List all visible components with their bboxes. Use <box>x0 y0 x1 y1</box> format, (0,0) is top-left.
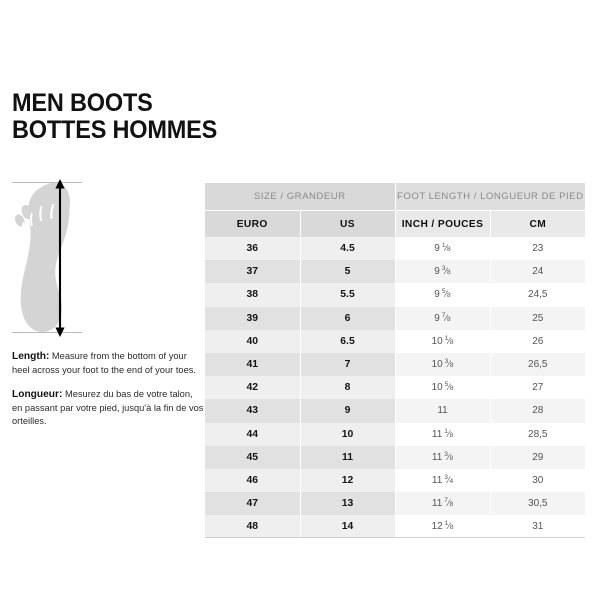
cell-cm: 23 <box>490 237 586 261</box>
cell-euro: 37 <box>205 260 301 284</box>
table-row: 38 5.5 9 5⁄8 24,5 <box>205 283 586 307</box>
cell-euro: 38 <box>205 283 301 307</box>
cell-euro: 40 <box>205 329 301 353</box>
measuring-instructions: Length: Measure from the bottom of your … <box>12 350 204 429</box>
cell-euro: 44 <box>205 422 301 446</box>
cell-cm: 31 <box>490 515 586 539</box>
cell-cm: 29 <box>490 445 586 469</box>
table-row: 36 4.5 9 1⁄8 23 <box>205 237 586 261</box>
cell-euro: 45 <box>205 445 301 469</box>
cell-cm: 28,5 <box>490 422 586 446</box>
cell-inch: 10 5⁄8 <box>395 376 491 400</box>
column-header-inch: INCH / POUCES <box>395 210 491 237</box>
column-header-euro: EURO <box>205 210 301 237</box>
cell-us: 14 <box>300 515 396 539</box>
cell-euro: 48 <box>205 515 301 539</box>
cell-cm: 26,5 <box>490 352 586 377</box>
cell-cm: 27 <box>490 376 586 400</box>
cell-us: 13 <box>300 492 396 516</box>
cell-us: 6 <box>300 306 396 330</box>
cell-cm: 24,5 <box>490 283 586 307</box>
cell-cm: 26 <box>490 329 586 353</box>
foot-length-diagram <box>0 172 200 342</box>
cell-us: 8 <box>300 376 396 400</box>
cell-inch: 11 7⁄8 <box>395 492 491 516</box>
cell-euro: 36 <box>205 237 301 261</box>
cell-inch: 11 <box>395 399 491 423</box>
page-title: MEN BOOTS BOTTES HOMMES <box>12 90 432 144</box>
cell-euro: 39 <box>205 306 301 330</box>
cell-euro: 47 <box>205 492 301 516</box>
foot-silhouette-icon <box>14 182 71 333</box>
table-row: 46 12 11 3⁄4 30 <box>205 468 586 493</box>
guide-line-top <box>12 182 82 183</box>
table-row: 39 6 9 7⁄8 25 <box>205 306 586 330</box>
cell-us: 7 <box>300 352 396 377</box>
table-row: 44 10 11 1⁄8 28,5 <box>205 422 586 446</box>
table-row: 45 11 11 3⁄8 29 <box>205 445 586 469</box>
cell-inch: 12 1⁄8 <box>395 515 491 539</box>
cell-inch: 11 3⁄4 <box>395 468 491 493</box>
cell-inch: 9 7⁄8 <box>395 306 491 330</box>
title-line-en: MEN BOOTS <box>12 89 153 117</box>
group-header-row: SIZE / GRANDEUR FOOT LENGTH / LONGUEUR D… <box>205 183 586 211</box>
cell-cm: 30 <box>490 468 586 493</box>
cell-inch: 10 3⁄8 <box>395 352 491 377</box>
cell-us: 4.5 <box>300 237 396 261</box>
size-chart-table: SIZE / GRANDEUR FOOT LENGTH / LONGUEUR D… <box>205 183 586 539</box>
instruction-en-label: Length: <box>12 351 50 362</box>
column-header-cm: CM <box>490 210 586 237</box>
cell-euro: 41 <box>205 352 301 377</box>
table-row: 37 5 9 3⁄8 24 <box>205 260 586 284</box>
cell-us: 5.5 <box>300 283 396 307</box>
cell-inch: 9 5⁄8 <box>395 283 491 307</box>
instruction-en: Length: Measure from the bottom of your … <box>12 350 204 377</box>
cell-euro: 46 <box>205 468 301 493</box>
table-row: 42 8 10 5⁄8 27 <box>205 376 586 400</box>
instruction-fr-text: Mesurez du bas de votre talon, en passan… <box>12 389 204 426</box>
cell-cm: 25 <box>490 306 586 330</box>
cell-us: 5 <box>300 260 396 284</box>
cell-inch: 11 1⁄8 <box>395 422 491 446</box>
table-row: 48 14 12 1⁄8 31 <box>205 515 586 539</box>
cell-euro: 42 <box>205 376 301 400</box>
cell-inch: 10 1⁄8 <box>395 329 491 353</box>
title-line-fr: BOTTES HOMMES <box>12 116 218 144</box>
cell-inch: 11 3⁄8 <box>395 445 491 469</box>
instruction-fr: Longueur: Mesurez du bas de votre talon,… <box>12 388 204 429</box>
cell-us: 12 <box>300 468 396 493</box>
cell-inch: 9 3⁄8 <box>395 260 491 284</box>
instruction-fr-label: Longueur: <box>12 389 63 400</box>
cell-euro: 43 <box>205 399 301 423</box>
table-row: 40 6.5 10 1⁄8 26 <box>205 329 586 353</box>
table-row: 41 7 10 3⁄8 26,5 <box>205 352 586 377</box>
table-row: 47 13 11 7⁄8 30,5 <box>205 492 586 516</box>
table-bottom-rule <box>205 537 585 538</box>
cell-us: 10 <box>300 422 396 446</box>
column-header-us: US <box>300 210 396 237</box>
measurement-arrow-icon <box>55 179 65 337</box>
group-header-foot-length: FOOT LENGTH / LONGUEUR DE PIED <box>395 183 586 211</box>
cell-inch: 9 1⁄8 <box>395 237 491 261</box>
column-header-row: EURO US INCH / POUCES CM <box>205 210 586 237</box>
cell-cm: 24 <box>490 260 586 284</box>
group-header-size: SIZE / GRANDEUR <box>205 183 396 211</box>
cell-cm: 30,5 <box>490 492 586 516</box>
cell-us: 11 <box>300 445 396 469</box>
cell-us: 6.5 <box>300 329 396 353</box>
table-row: 43 9 11 28 <box>205 399 586 423</box>
instruction-en-text: Measure from the bottom of your heel acr… <box>12 351 196 375</box>
size-chart-body: SIZE / GRANDEUR FOOT LENGTH / LONGUEUR D… <box>205 183 586 539</box>
cell-us: 9 <box>300 399 396 423</box>
guide-line-bottom <box>12 332 82 333</box>
cell-cm: 28 <box>490 399 586 423</box>
